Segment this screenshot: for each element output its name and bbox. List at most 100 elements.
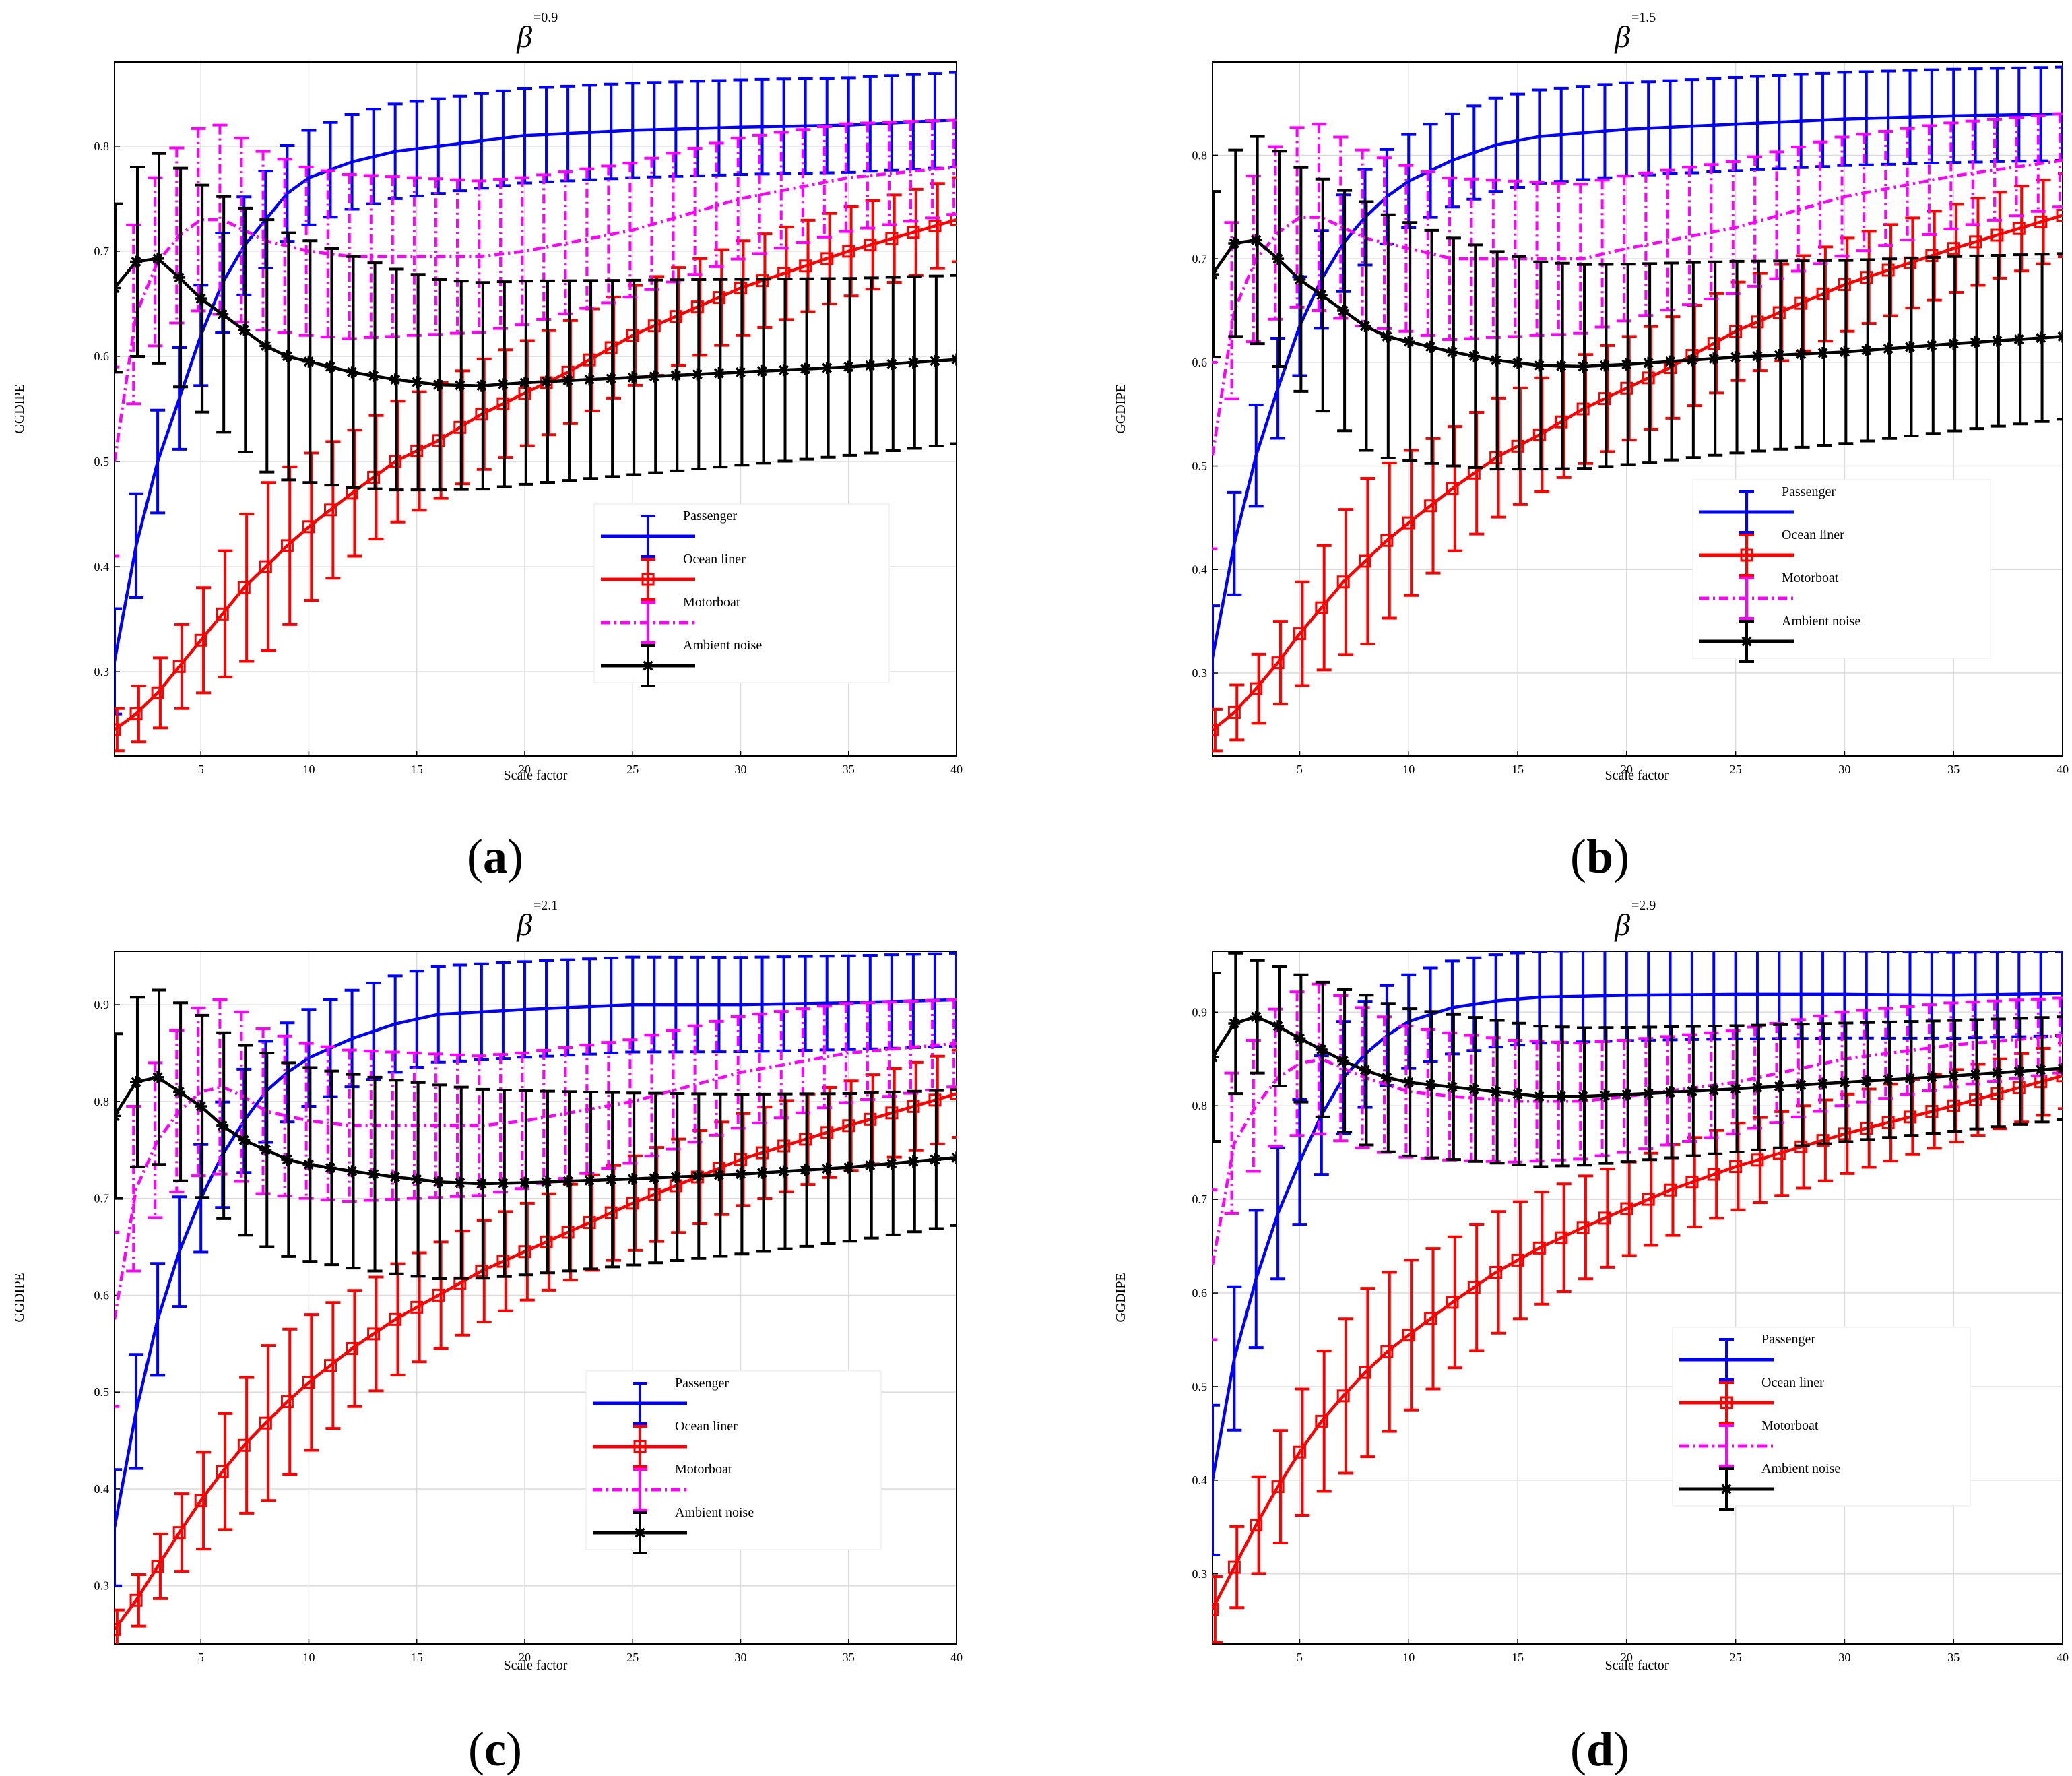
asterisk-stroke xyxy=(1861,1076,1872,1087)
asterisk-stroke xyxy=(1212,1052,1218,1059)
data-point xyxy=(115,1622,121,1636)
legend-label: Motorboat xyxy=(1782,571,1839,585)
data-point xyxy=(216,308,229,321)
asterisk-stroke xyxy=(670,1172,681,1182)
asterisk-stroke xyxy=(115,282,120,290)
asterisk-stroke xyxy=(238,325,249,336)
data-point xyxy=(820,1162,833,1175)
series-ambient-noise xyxy=(115,152,957,492)
panel-label: (a) xyxy=(467,829,523,883)
data-point xyxy=(1598,359,1611,372)
asterisk-stroke xyxy=(1512,358,1523,369)
error-bar xyxy=(1272,1429,1288,1544)
error-bar xyxy=(860,121,875,230)
data-point xyxy=(129,707,143,721)
asterisk-stroke xyxy=(627,1174,638,1184)
asterisk-stroke xyxy=(1687,354,1697,365)
chart-panel-d: 5 10 15 20 25 30 35 40 0.3 0.4 0.5 0.6 0.7 0.8 0.9 Scal… xyxy=(1113,898,2069,1776)
asterisk-stroke xyxy=(2057,331,2063,338)
data-point xyxy=(2057,330,2063,343)
error-bar xyxy=(261,1344,276,1502)
data-point xyxy=(1467,1281,1481,1294)
data-point xyxy=(453,379,466,391)
asterisk-stroke xyxy=(1599,360,1610,371)
data-point xyxy=(1751,1153,1764,1167)
error-bar xyxy=(1790,146,1806,273)
asterisk-stroke xyxy=(2057,1067,2063,1074)
y-axis-label: GGDIPE xyxy=(1113,384,1128,433)
data-point xyxy=(1212,268,1219,281)
y-tick-label: 0.4 xyxy=(94,560,110,573)
asterisk-stroke xyxy=(498,1178,509,1188)
data-point xyxy=(734,1168,747,1180)
asterisk-stroke xyxy=(1338,1055,1349,1067)
series-line xyxy=(1212,112,2063,658)
data-point xyxy=(1532,1241,1546,1255)
data-point xyxy=(1598,1211,1611,1225)
asterisk-stroke xyxy=(1687,1086,1697,1097)
series-motorboat xyxy=(115,118,957,558)
chart-title-superscript: =2.9 xyxy=(1631,898,1656,913)
data-point xyxy=(1533,359,1546,372)
series-passenger xyxy=(115,951,957,1587)
data-point xyxy=(583,1174,596,1187)
x-tick-label: 25 xyxy=(626,763,639,776)
x-tick-label: 10 xyxy=(1402,1651,1415,1664)
chart-panel-a: 5 10 15 20 25 30 35 40 0.3 0.4 0.5 0.6 0.7 0.8 Scale f… xyxy=(12,10,963,883)
legend: Passenger Ocean liner Motorboat Ambient noi… xyxy=(1672,1327,1971,1511)
chart-panel-b: 5 10 15 20 25 30 35 40 0.3 0.4 0.5 0.6 0.7 0.8 Scale f… xyxy=(1113,10,2069,883)
asterisk-stroke xyxy=(1447,346,1458,357)
data-point xyxy=(1642,1087,1655,1100)
asterisk-stroke xyxy=(635,1527,645,1538)
x-tick-label: 10 xyxy=(302,763,315,776)
error-bar xyxy=(903,120,919,223)
x-axis-label: Scale factor xyxy=(1605,1658,1669,1673)
asterisk-stroke xyxy=(498,379,509,389)
data-point xyxy=(1642,356,1655,369)
asterisk-stroke xyxy=(1382,1073,1392,1083)
data-point xyxy=(1577,1090,1590,1103)
x-tick-label: 20 xyxy=(1621,1651,1633,1664)
data-point xyxy=(1212,724,1219,737)
asterisk-stroke xyxy=(541,1176,552,1188)
error-bar xyxy=(1272,620,1288,706)
legend-marker xyxy=(634,1527,646,1539)
data-point xyxy=(1380,330,1393,343)
error-bar xyxy=(1900,127,1915,242)
error-bar xyxy=(1878,130,1893,247)
panel-label: (c) xyxy=(468,1722,522,1776)
data-point xyxy=(496,1177,509,1190)
asterisk-stroke xyxy=(1741,636,1752,647)
data-point xyxy=(302,355,315,368)
asterisk-stroke xyxy=(1665,1087,1676,1098)
error-bar xyxy=(925,119,940,220)
asterisk-stroke xyxy=(260,340,271,351)
asterisk-stroke xyxy=(455,1178,465,1188)
asterisk-stroke xyxy=(1212,269,1218,276)
asterisk-stroke xyxy=(1468,1084,1479,1095)
data-point xyxy=(1860,1075,1873,1087)
data-point xyxy=(238,323,251,336)
legend-box xyxy=(585,1370,882,1550)
data-point xyxy=(1250,1011,1262,1023)
data-point xyxy=(1664,355,1677,368)
data-point xyxy=(1969,1068,1982,1081)
asterisk-stroke xyxy=(260,1145,271,1155)
axes-frame xyxy=(114,951,957,1645)
data-point xyxy=(1424,340,1437,353)
data-point xyxy=(1685,354,1698,367)
asterisk-stroke xyxy=(152,1072,163,1083)
data-point xyxy=(1817,1077,1830,1090)
asterisk-stroke xyxy=(670,370,681,381)
y-tick-label: 0.7 xyxy=(94,1192,110,1205)
data-point xyxy=(562,1175,575,1188)
data-point xyxy=(950,1151,957,1164)
asterisk-stroke xyxy=(390,374,401,385)
error-bar xyxy=(1295,580,1310,687)
data-point xyxy=(1620,1088,1633,1101)
series-line xyxy=(115,165,957,462)
series-line xyxy=(1212,1015,2063,1098)
error-bar xyxy=(950,1088,957,1227)
data-point xyxy=(799,1164,812,1176)
data-point xyxy=(152,1071,164,1083)
